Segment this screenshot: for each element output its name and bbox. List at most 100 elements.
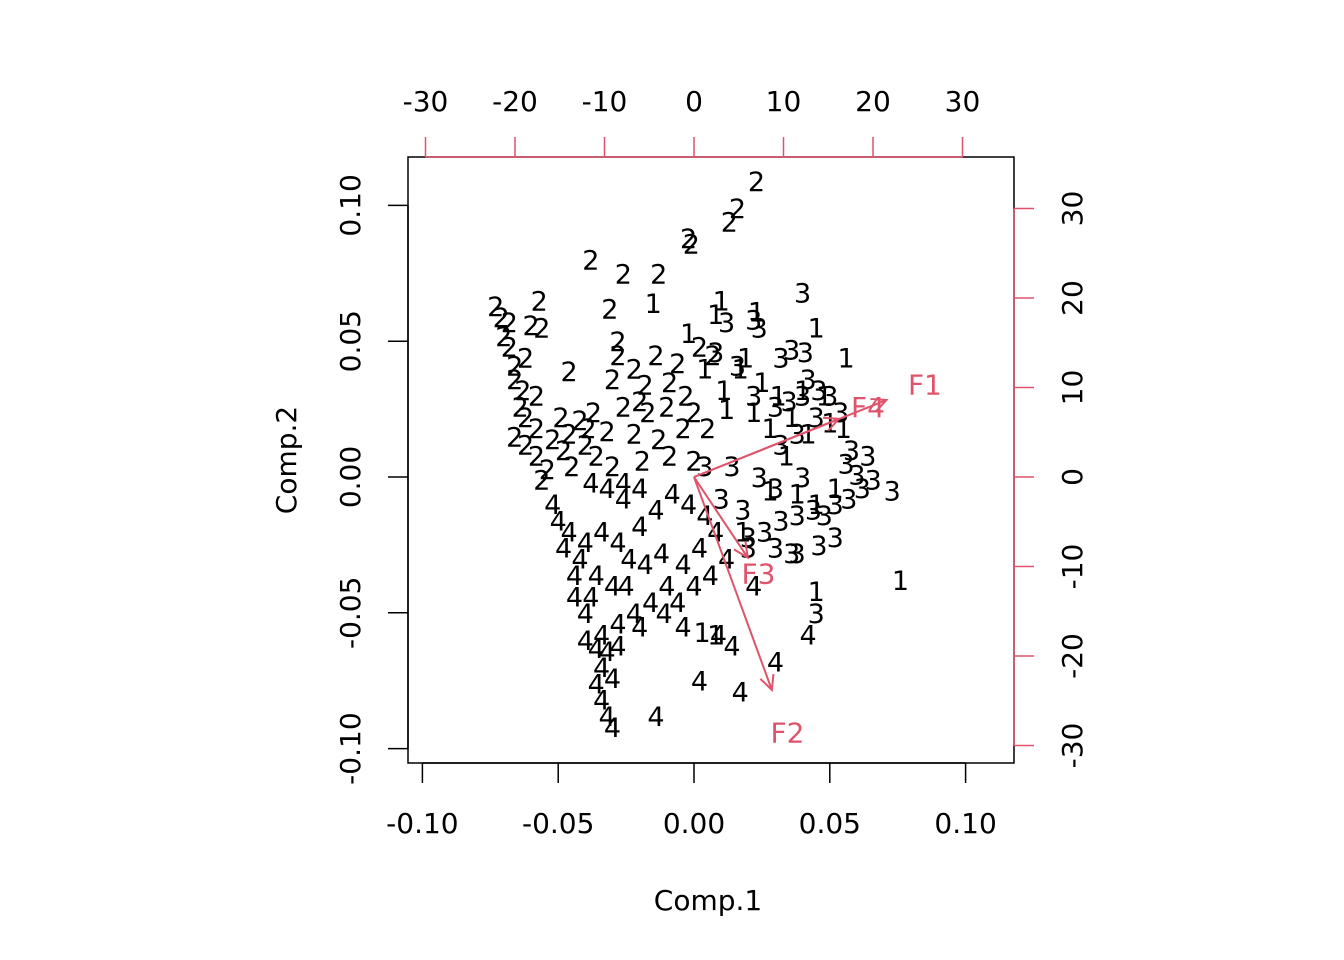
point-group-4: 4 (566, 583, 583, 614)
point-group-2: 2 (604, 365, 621, 396)
point-group-2: 2 (555, 436, 572, 467)
point-group-3: 3 (816, 501, 833, 532)
point-group-2: 2 (512, 392, 529, 423)
point-group-3: 3 (772, 343, 789, 374)
point-group-4: 4 (615, 485, 632, 516)
point-group-4: 4 (598, 474, 615, 505)
point-group-1: 1 (680, 319, 697, 350)
y-tick-label: -0.10 (334, 712, 367, 784)
point-group-2: 2 (634, 447, 651, 478)
right-tick-label: -20 (1056, 633, 1089, 679)
point-group-1: 1 (745, 398, 762, 429)
point-group-1: 1 (808, 577, 825, 608)
point-group-2: 2 (675, 414, 692, 445)
point-group-2: 2 (560, 420, 577, 451)
point-group-2: 2 (544, 425, 561, 456)
point-group-3: 3 (772, 506, 789, 537)
right-tick-label: -30 (1056, 723, 1089, 769)
point-group-4: 4 (598, 637, 615, 668)
point-group-3: 3 (740, 534, 757, 565)
point-group-4: 4 (588, 669, 605, 700)
point-group-3: 3 (821, 382, 838, 413)
point-group-4: 4 (582, 468, 599, 499)
point-group-2: 2 (487, 292, 504, 323)
point-group-3: 3 (794, 278, 811, 309)
point-group-2: 2 (506, 352, 523, 383)
point-group-1: 1 (821, 409, 838, 440)
point-group-1: 1 (827, 474, 844, 505)
y-axis: -0.10 -0.05 0.00 0.05 0.10 (334, 174, 409, 785)
point-group-3: 3 (808, 599, 825, 630)
point-group-1: 1 (770, 382, 787, 413)
point-group-4: 4 (577, 528, 594, 559)
loading-arrowhead-f2 (759, 673, 775, 693)
point-group-4: 4 (593, 621, 610, 652)
point-group-4: 4 (604, 713, 621, 744)
point-group-3: 3 (745, 382, 762, 413)
point-group-4: 4 (675, 612, 692, 643)
point-group-2: 2 (501, 308, 518, 339)
point-group-2: 2 (539, 455, 556, 486)
point-group-3: 3 (810, 376, 827, 407)
point-group-2: 2 (588, 441, 605, 472)
y-tick-label: 0.05 (334, 310, 367, 372)
point-group-4: 4 (642, 588, 659, 619)
point-group-4: 4 (745, 572, 762, 603)
point-group-4: 4 (593, 686, 610, 717)
point-group-4: 4 (647, 496, 664, 527)
loading-arrow-f4 (693, 417, 840, 478)
point-group-3: 3 (756, 517, 773, 548)
point-group-3: 3 (840, 485, 857, 516)
point-group-1: 1 (799, 420, 816, 451)
point-group-3: 3 (718, 308, 735, 339)
point-group-2: 2 (514, 376, 531, 407)
point-group-3: 3 (854, 474, 871, 505)
point-group-4: 4 (604, 664, 621, 695)
point-group-4: 4 (577, 599, 594, 630)
x-tick-label: -0.10 (386, 807, 458, 840)
point-group-3: 3 (848, 460, 865, 491)
point-group-4: 4 (544, 490, 561, 521)
point-group-4: 4 (653, 539, 670, 570)
point-group-1: 1 (713, 286, 730, 317)
top-tick-label: 10 (766, 85, 802, 118)
point-group-2: 2 (598, 417, 615, 448)
right-tick-label: -10 (1056, 544, 1089, 590)
point-group-4: 4 (618, 572, 635, 603)
point-group-3: 3 (789, 501, 806, 532)
point-group-2: 2 (517, 403, 534, 434)
point-group-2: 2 (533, 314, 550, 345)
point-group-1: 1 (835, 414, 852, 445)
point-group-4: 4 (685, 572, 702, 603)
point-group-3: 3 (797, 338, 814, 369)
point-group-1: 1 (808, 490, 825, 521)
y-tick-label: 0.00 (334, 446, 367, 508)
point-group-2: 2 (506, 365, 523, 396)
loading-arrowhead-f1 (870, 397, 889, 413)
point-group-2: 2 (585, 398, 602, 429)
point-group-3: 3 (707, 338, 724, 369)
point-group-1: 1 (696, 354, 713, 385)
x-tick-label: 0.10 (934, 807, 996, 840)
x-axis-label: Comp.1 (654, 884, 762, 917)
point-group-4: 4 (631, 612, 648, 643)
point-group-2: 2 (528, 441, 545, 472)
loading-label-f4: F4 (851, 391, 885, 424)
top-tick-label: 30 (945, 85, 981, 118)
point-group-4: 4 (680, 490, 697, 521)
point-group-3: 3 (783, 335, 800, 366)
point-group-2: 2 (685, 398, 702, 429)
point-group-1: 1 (794, 376, 811, 407)
point-group-3: 3 (843, 436, 860, 467)
point-group-2: 2 (658, 392, 675, 423)
point-group-3: 3 (780, 387, 797, 418)
point-group-2: 2 (704, 341, 721, 372)
point-group-2: 2 (631, 387, 648, 418)
point-group-2: 2 (647, 341, 664, 372)
point-group-2: 2 (609, 327, 626, 358)
point-group-2: 2 (661, 368, 678, 399)
point-group-1: 1 (732, 354, 749, 385)
right-tick-label: 30 (1056, 191, 1089, 227)
point-group-2: 2 (501, 333, 518, 364)
point-group-3: 3 (859, 441, 876, 472)
